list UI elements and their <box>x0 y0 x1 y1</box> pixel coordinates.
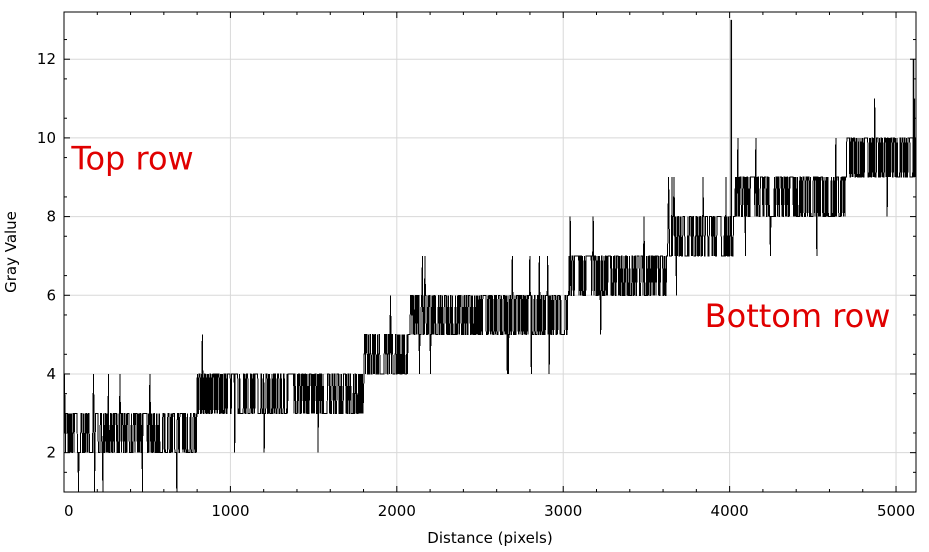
x-tick-label: 4000 <box>711 502 749 520</box>
y-axis-title: Gray Value <box>2 211 20 293</box>
x-tick-label: 1000 <box>211 502 249 520</box>
y-tick-label: 12 <box>37 50 56 68</box>
x-axis-title: Distance (pixels) <box>427 529 552 547</box>
y-tick-label: 8 <box>46 208 56 226</box>
series-layer <box>63 19 917 493</box>
y-tick-label: 10 <box>37 129 56 147</box>
y-tick-label: 4 <box>46 365 56 383</box>
gray-profile-line <box>63 98 917 493</box>
plot-frame <box>63 11 917 493</box>
y-tick-label: 2 <box>46 444 56 462</box>
plot-grid <box>63 12 916 492</box>
x-tick-label: 0 <box>64 502 74 520</box>
annotations-layer: Top row Bottom row <box>70 140 890 335</box>
axis-ticks <box>63 12 916 492</box>
y-tick-label: 6 <box>46 286 56 304</box>
top-row-annotation: Top row <box>70 140 193 178</box>
x-tick-label: 5000 <box>877 502 915 520</box>
bottom-row-annotation: Bottom row <box>705 297 891 335</box>
x-tick-label: 3000 <box>544 502 582 520</box>
tick-labels: 0 1000 2000 3000 4000 5000 2 4 6 8 10 12 <box>37 50 915 520</box>
x-tick-label: 2000 <box>378 502 416 520</box>
